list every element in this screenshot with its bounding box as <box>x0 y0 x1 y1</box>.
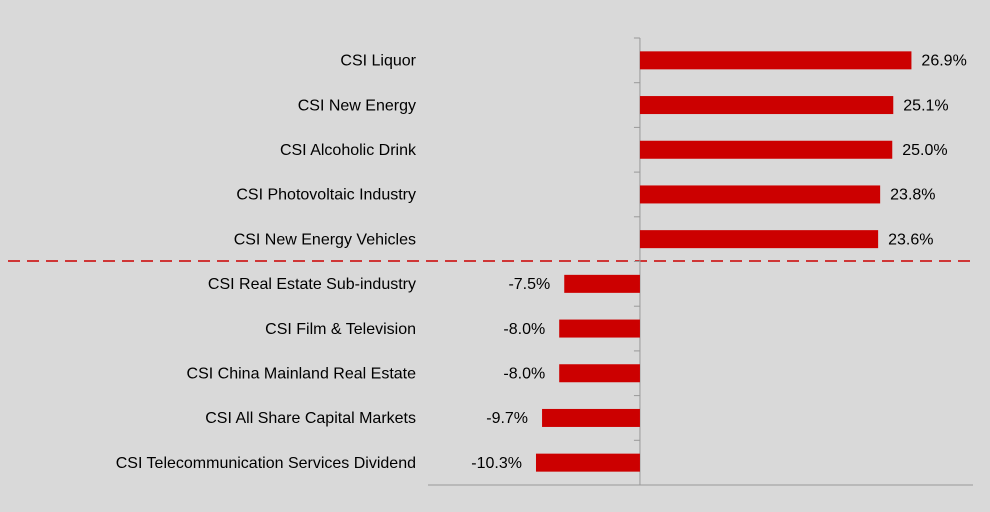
bar <box>639 140 893 159</box>
category-label: CSI Alcoholic Drink <box>280 142 417 159</box>
category-label: CSI Telecommunication Services Dividend <box>116 455 416 472</box>
bar <box>564 274 640 293</box>
bar <box>639 96 894 115</box>
value-label: -8.0% <box>503 321 545 338</box>
category-label: CSI New Energy <box>298 97 416 114</box>
bar <box>639 51 912 70</box>
value-label: 25.0% <box>902 142 947 159</box>
bar <box>639 185 881 204</box>
value-label: 26.9% <box>921 53 966 70</box>
value-label: -9.7% <box>486 410 528 427</box>
category-label: CSI Photovoltaic Industry <box>236 187 416 204</box>
value-label: 23.8% <box>890 187 935 204</box>
category-label: CSI Film & Television <box>265 321 416 338</box>
value-label: -10.3% <box>471 455 522 472</box>
bar <box>535 453 640 472</box>
category-label: CSI Liquor <box>340 53 416 70</box>
bar <box>639 230 879 249</box>
category-label: CSI Real Estate Sub-industry <box>208 276 416 293</box>
value-label: 23.6% <box>888 231 933 248</box>
category-label: CSI New Energy Vehicles <box>234 231 416 248</box>
bar <box>559 319 640 338</box>
value-label: -7.5% <box>508 276 550 293</box>
category-label: CSI All Share Capital Markets <box>205 410 416 427</box>
value-label: 25.1% <box>903 97 948 114</box>
value-label: -8.0% <box>503 365 545 382</box>
bar <box>542 408 640 427</box>
bar <box>559 364 640 383</box>
category-label: CSI China Mainland Real Estate <box>187 365 417 382</box>
